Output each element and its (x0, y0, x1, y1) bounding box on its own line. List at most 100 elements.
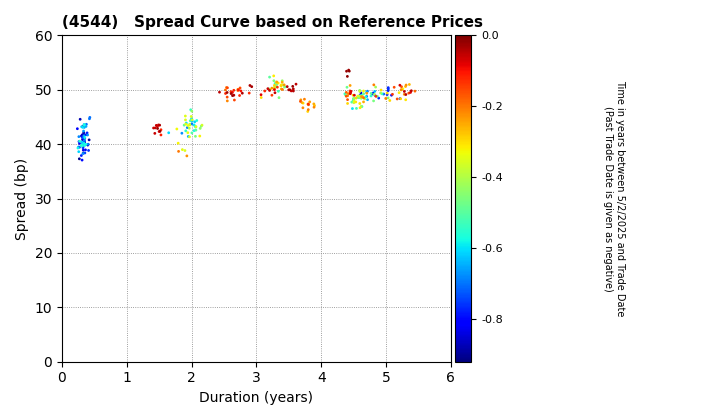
Point (343, 90, 354, 97)
Point (382, 94, 394, 101)
Point (387, 91, 398, 98)
Point (367, 90, 379, 97)
Point (276, 79, 288, 86)
Point (76, 141, 88, 148)
Point (368, 81, 379, 88)
Point (76, 133, 87, 139)
Point (354, 105, 366, 111)
Point (365, 90, 377, 97)
Point (269, 80, 281, 87)
Point (279, 81, 290, 88)
Point (344, 87, 356, 94)
Point (232, 87, 243, 94)
Point (214, 89, 225, 95)
Point (348, 95, 360, 102)
Point (392, 96, 403, 102)
Point (295, 97, 307, 103)
Point (366, 91, 378, 97)
Point (79, 134, 91, 141)
Point (82, 142, 94, 148)
Point (399, 91, 410, 98)
Point (297, 100, 309, 107)
Point (354, 100, 366, 107)
Point (409, 88, 420, 94)
Point (382, 86, 394, 92)
Point (356, 103, 367, 110)
Point (266, 85, 278, 92)
Point (388, 84, 400, 91)
Point (275, 81, 287, 88)
Point (347, 92, 359, 99)
Point (83, 141, 94, 147)
Point (194, 125, 206, 132)
Point (256, 94, 267, 101)
Point (77, 150, 89, 157)
Point (186, 118, 198, 124)
Point (84, 114, 96, 121)
Point (262, 85, 274, 92)
Point (182, 129, 194, 136)
Point (355, 94, 366, 101)
Point (76, 157, 88, 163)
Point (346, 88, 357, 94)
Point (184, 122, 196, 129)
Point (341, 84, 353, 91)
Point (273, 88, 284, 94)
Point (78, 131, 89, 138)
Point (221, 84, 233, 91)
Point (351, 105, 362, 112)
Point (153, 128, 165, 135)
Point (78, 121, 90, 128)
Point (268, 77, 279, 84)
Point (356, 103, 368, 110)
Point (152, 123, 163, 130)
Point (308, 104, 320, 110)
Point (76, 131, 88, 138)
Point (76, 142, 87, 149)
Point (375, 90, 387, 97)
Point (356, 92, 368, 99)
Point (190, 127, 202, 134)
Point (73, 144, 85, 150)
Point (176, 130, 188, 136)
Point (190, 123, 202, 130)
Point (179, 147, 191, 154)
Point (234, 84, 246, 91)
Point (396, 83, 408, 90)
Point (348, 98, 360, 105)
Point (373, 95, 384, 102)
Point (163, 129, 174, 136)
Point (268, 73, 279, 79)
Point (304, 99, 315, 105)
Point (348, 95, 359, 102)
Point (361, 90, 372, 97)
Point (77, 134, 89, 141)
Point (269, 86, 280, 93)
Point (182, 122, 194, 129)
Point (271, 83, 282, 90)
Point (368, 97, 379, 104)
Point (180, 128, 192, 134)
Point (77, 144, 89, 151)
Point (222, 94, 233, 100)
Point (77, 141, 89, 147)
Point (309, 102, 320, 109)
Point (382, 91, 393, 98)
Point (393, 89, 405, 96)
Point (235, 88, 247, 94)
Y-axis label: Spread (bp): Spread (bp) (15, 158, 29, 239)
Point (351, 95, 362, 102)
Point (399, 88, 410, 95)
Point (171, 126, 183, 132)
Point (78, 139, 89, 146)
Point (264, 87, 276, 93)
Point (190, 124, 202, 131)
Point (354, 92, 366, 99)
Point (384, 97, 395, 104)
Point (350, 99, 361, 105)
Point (183, 133, 194, 140)
Point (269, 82, 280, 89)
Point (184, 121, 195, 128)
Point (179, 113, 191, 119)
Point (189, 123, 201, 130)
